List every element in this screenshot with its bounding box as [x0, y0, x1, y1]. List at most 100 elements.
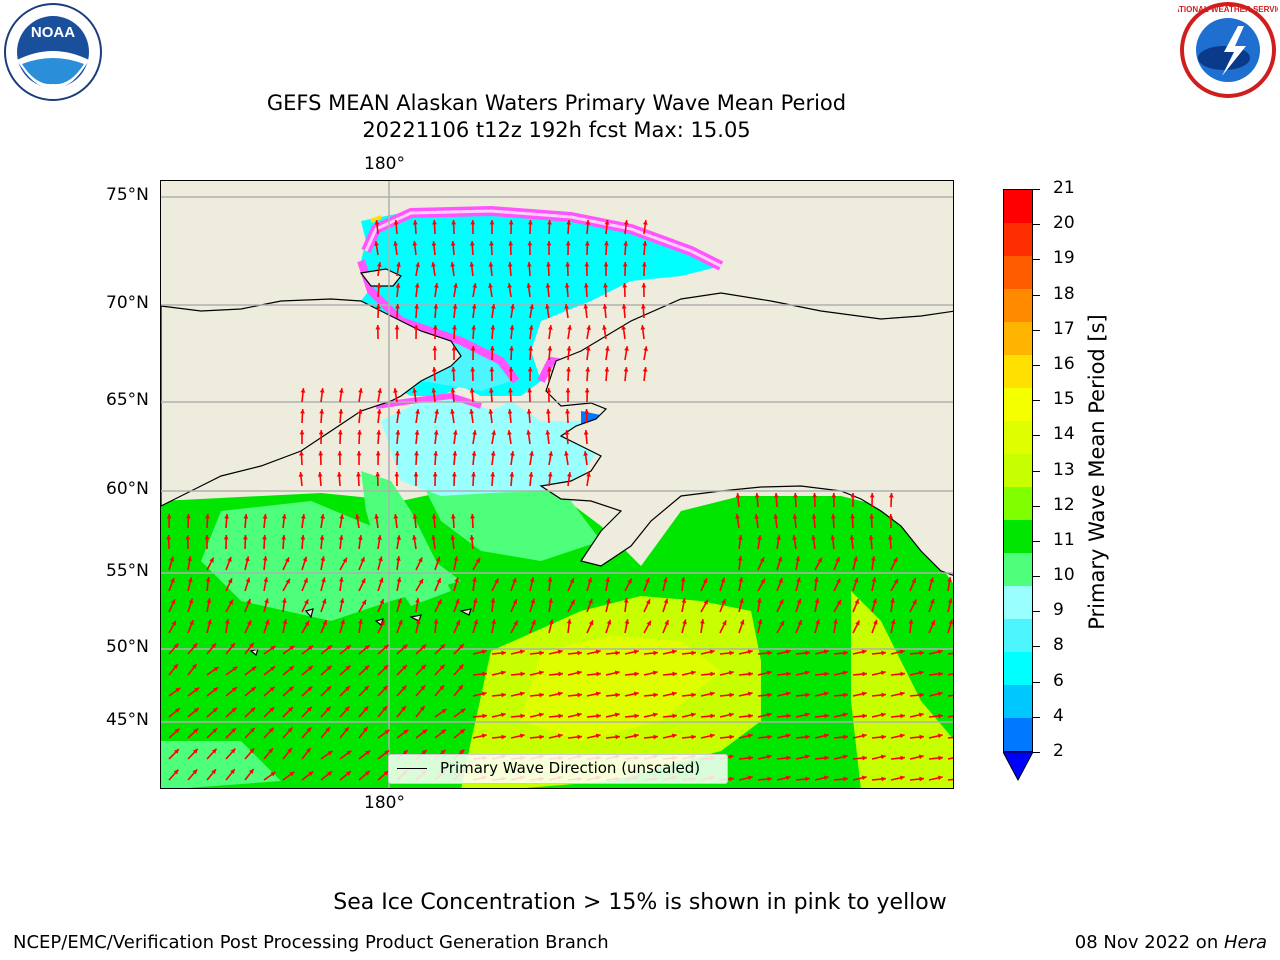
wave-arrow — [548, 451, 554, 466]
wave-arrow — [833, 578, 841, 592]
wave-arrow — [507, 408, 513, 424]
wave-arrow — [757, 754, 772, 760]
wave-arrow — [320, 770, 333, 781]
colorbar-tick-mark — [1033, 400, 1040, 402]
wave-arrow — [339, 726, 350, 739]
wave-arrow — [849, 534, 855, 550]
wave-arrow — [301, 747, 312, 760]
wave-arrow — [225, 727, 237, 739]
wave-arrow — [394, 325, 400, 339]
wave-arrow — [890, 775, 905, 781]
wave-arrow — [491, 670, 506, 676]
wave-arrow — [567, 650, 583, 656]
wave-arrow — [320, 665, 333, 676]
wave-arrow — [472, 691, 487, 697]
wave-arrow — [338, 535, 344, 550]
wave-arrow — [928, 577, 934, 592]
wave-arrow — [567, 670, 582, 676]
wave-arrow — [339, 619, 345, 634]
wave-arrow — [545, 430, 551, 445]
wave-arrow — [890, 578, 899, 592]
wave-arrow — [395, 556, 401, 571]
wave-arrow — [225, 642, 236, 655]
colorbar-tick-label: 8 — [1053, 635, 1064, 656]
wave-arrow — [814, 691, 829, 697]
wave-arrow — [719, 577, 726, 592]
wave-arrow — [547, 576, 553, 592]
wave-arrow — [472, 577, 477, 592]
wave-arrow — [548, 619, 554, 634]
wave-arrow — [358, 664, 370, 676]
wave-arrow — [757, 556, 765, 571]
wave-arrow — [412, 535, 417, 550]
colorbar-tick-mark — [1033, 681, 1040, 683]
wave-arrow — [567, 692, 583, 698]
wave-arrow — [869, 492, 875, 508]
wave-arrow — [548, 691, 563, 697]
wave-arrow — [244, 727, 256, 739]
wave-arrow — [393, 388, 398, 403]
wave-arrow — [299, 450, 304, 466]
wave-arrow — [833, 734, 849, 740]
wave-arrow — [187, 727, 199, 739]
wave-arrow — [244, 642, 255, 655]
wave-arrow — [450, 262, 456, 277]
wave-arrow — [662, 691, 677, 697]
wave-arrow — [586, 619, 594, 634]
wave-arrow — [565, 408, 570, 424]
wave-arrow — [262, 513, 268, 529]
wave-arrow — [377, 598, 385, 613]
wave-arrow — [564, 282, 570, 298]
wave-arrow — [833, 776, 849, 782]
wave-arrow — [776, 535, 782, 550]
wave-arrow — [488, 261, 494, 277]
wave-arrow — [624, 713, 640, 719]
wave-arrow — [168, 556, 175, 571]
wave-arrow — [396, 619, 403, 634]
wave-arrow — [681, 692, 697, 698]
wave-arrow — [225, 666, 238, 676]
wave-arrow — [529, 712, 544, 718]
wave-arrow — [604, 240, 609, 256]
wave-arrow — [757, 535, 762, 550]
wave-arrow — [469, 409, 475, 424]
wave-arrow — [376, 429, 382, 445]
wave-arrow — [890, 649, 905, 655]
map-legend: Primary Wave Direction (unscaled) — [388, 754, 728, 784]
wave-arrow — [852, 691, 867, 697]
wave-arrow — [624, 578, 633, 592]
wave-arrow — [529, 670, 544, 676]
wave-arrow — [622, 261, 628, 277]
wave-arrow — [871, 619, 878, 634]
colorbar-tick-label: 15 — [1053, 389, 1075, 410]
wave-arrow — [643, 620, 652, 634]
wave-arrow — [395, 282, 401, 298]
wave-arrow — [225, 599, 234, 613]
wave-arrow — [870, 556, 876, 571]
wave-arrow — [263, 706, 275, 718]
wave-arrow — [757, 734, 773, 740]
wave-arrow — [947, 598, 953, 613]
colorbar-tick-label: 16 — [1053, 353, 1075, 374]
wave-arrow — [358, 599, 367, 613]
wave-arrow — [472, 430, 477, 445]
wave-arrow — [564, 304, 570, 319]
wave-arrow — [396, 685, 407, 697]
wave-arrow — [470, 366, 476, 382]
wave-arrow — [624, 649, 639, 655]
wave-arrow — [795, 577, 801, 592]
wave-arrow — [662, 713, 678, 719]
wave-arrow — [605, 577, 611, 592]
wave-arrow — [833, 692, 849, 698]
wave-arrow — [187, 748, 199, 760]
footer-date: 08 Nov 2022 on Hera — [1075, 932, 1267, 953]
wave-arrow — [376, 409, 382, 424]
wave-arrow — [472, 649, 487, 655]
wave-arrow — [586, 733, 601, 739]
wave-arrow — [187, 663, 198, 676]
wave-arrow — [642, 240, 648, 256]
colorbar-band — [1004, 487, 1032, 520]
wave-arrow — [545, 304, 550, 319]
wave-arrow — [662, 598, 669, 613]
colorbar-tick-mark — [1033, 646, 1040, 648]
